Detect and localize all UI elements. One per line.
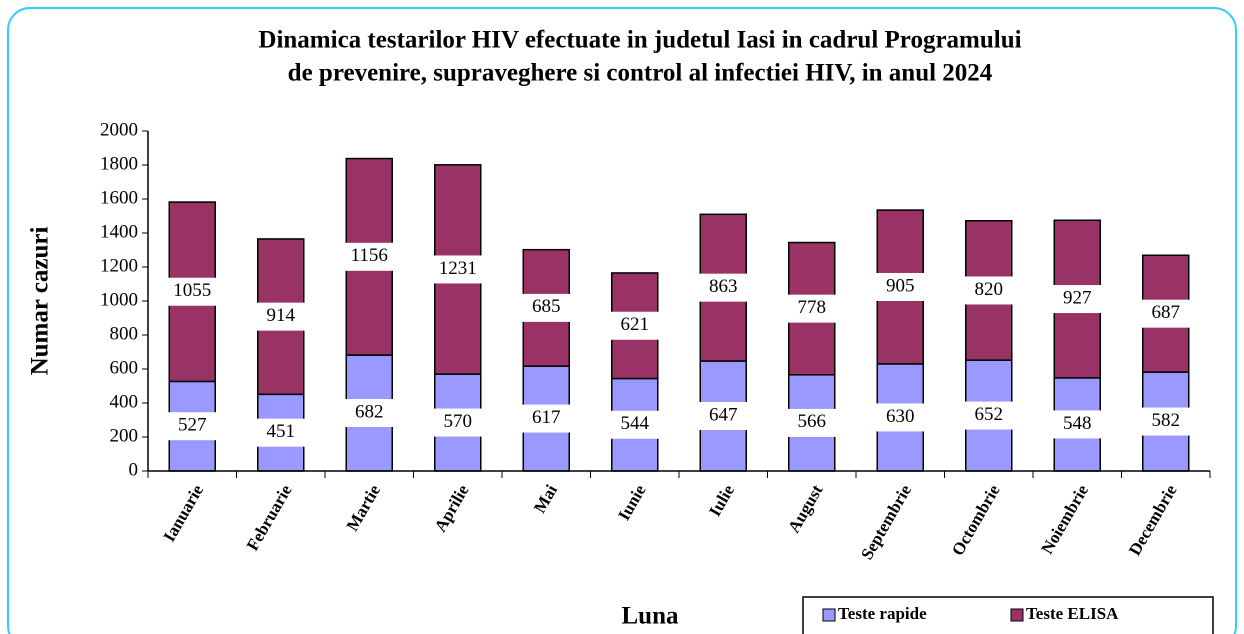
- data-label: 820: [975, 279, 1004, 300]
- y-tick-label: 2000: [100, 119, 138, 140]
- data-label-bg: [510, 293, 583, 322]
- data-label-bg: [333, 399, 406, 428]
- y-tick-label: 1600: [100, 187, 138, 208]
- data-label-bg: [864, 403, 937, 432]
- data-label-bg: [421, 408, 494, 437]
- data-label-bg: [1129, 299, 1202, 328]
- data-label: 527: [178, 415, 207, 436]
- data-label-bg: [864, 272, 937, 301]
- chart-title: de prevenire, supraveghere si control al…: [288, 60, 993, 87]
- data-label: 652: [975, 404, 1004, 425]
- data-label: 687: [1152, 302, 1181, 323]
- data-label: 617: [532, 407, 561, 428]
- y-tick-label: 400: [110, 391, 139, 412]
- data-label-bg: [244, 418, 317, 447]
- legend-box: [802, 596, 1214, 634]
- y-tick-label: 1000: [100, 289, 138, 310]
- y-tick-label: 200: [110, 425, 139, 446]
- data-label: 451: [267, 421, 296, 442]
- data-label-bg: [687, 273, 760, 302]
- y-tick-label: 1800: [100, 153, 138, 174]
- y-tick-label: 600: [110, 357, 139, 378]
- legend-label: Teste rapide: [838, 604, 927, 623]
- legend-label: Teste ELISA: [1026, 604, 1119, 623]
- data-label-bg: [1129, 407, 1202, 436]
- y-tick-label: 800: [110, 323, 139, 344]
- data-label-bg: [510, 404, 583, 433]
- data-label: 927: [1063, 287, 1092, 308]
- data-label-bg: [598, 311, 671, 340]
- y-tick-label: 1400: [100, 221, 138, 242]
- data-label: 1156: [351, 245, 388, 266]
- data-label: 905: [886, 275, 915, 296]
- data-label: 544: [621, 413, 650, 434]
- data-label: 630: [886, 406, 915, 427]
- data-label: 548: [1063, 413, 1092, 434]
- x-axis-title: Luna: [622, 603, 679, 630]
- data-label-bg: [775, 294, 848, 323]
- legend-swatch: [1010, 608, 1024, 622]
- data-label: 570: [444, 411, 473, 432]
- legend-swatch: [822, 608, 836, 622]
- data-label: 914: [267, 305, 296, 326]
- data-label: 1231: [439, 258, 477, 279]
- data-label: 647: [709, 404, 738, 425]
- data-label-bg: [775, 408, 848, 437]
- data-label-bg: [687, 402, 760, 431]
- data-label-bg: [421, 255, 494, 284]
- data-label: 1055: [173, 280, 211, 301]
- data-label: 621: [621, 314, 650, 335]
- y-axis-title: Numar cazuri: [27, 227, 54, 376]
- data-label: 863: [709, 276, 738, 297]
- data-label: 566: [798, 411, 827, 432]
- data-label-bg: [1041, 285, 1114, 314]
- chart-title: Dinamica testarilor HIV efectuate in jud…: [258, 27, 1021, 54]
- y-tick-label: 1200: [100, 255, 138, 276]
- data-label-bg: [1041, 410, 1114, 439]
- data-label-bg: [156, 277, 229, 306]
- data-label-bg: [952, 401, 1025, 430]
- data-label-bg: [244, 302, 317, 331]
- data-label: 682: [355, 401, 384, 422]
- data-label-bg: [156, 412, 229, 441]
- data-label-bg: [333, 242, 406, 271]
- y-tick-label: 0: [129, 459, 139, 480]
- data-label: 685: [532, 296, 561, 317]
- data-label-bg: [952, 276, 1025, 305]
- data-label-bg: [598, 410, 671, 439]
- data-label: 582: [1152, 410, 1181, 431]
- data-label: 778: [798, 297, 827, 318]
